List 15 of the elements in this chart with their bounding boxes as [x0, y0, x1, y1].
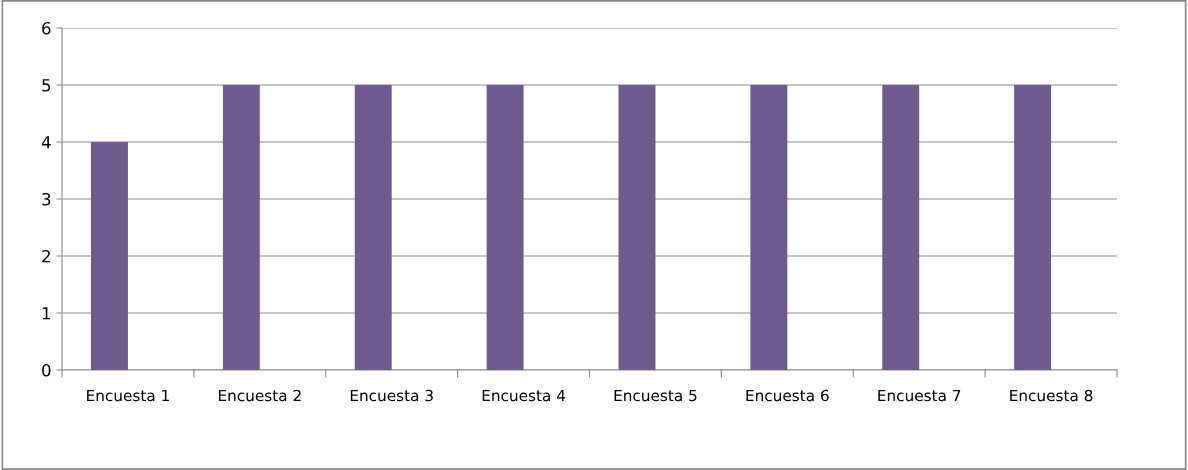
x-tick-label: Encuesta 1 [87, 389, 169, 402]
x-tick-label: Encuesta 4 [482, 389, 566, 402]
y-tick-label: 2 [42, 249, 50, 263]
y-tick-label: 6 [42, 21, 51, 35]
y-tick-label: 5 [42, 79, 51, 92]
x-tick-label: Encuesta 8 [1010, 389, 1093, 402]
y-tick-label: 1 [42, 307, 51, 320]
y-tick-label: 3 [42, 192, 51, 206]
x-tick-label: Encuesta 3 [350, 389, 433, 402]
x-tick-label: Encuesta 5 [614, 389, 697, 402]
y-tick-label: 4 [41, 136, 51, 149]
x-tick-label: Encuesta 7 [878, 389, 961, 402]
x-tick-label: Encuesta 2 [218, 389, 301, 402]
x-tick-label: Encuesta 6 [746, 389, 829, 402]
y-tick-label: 0 [42, 363, 51, 377]
